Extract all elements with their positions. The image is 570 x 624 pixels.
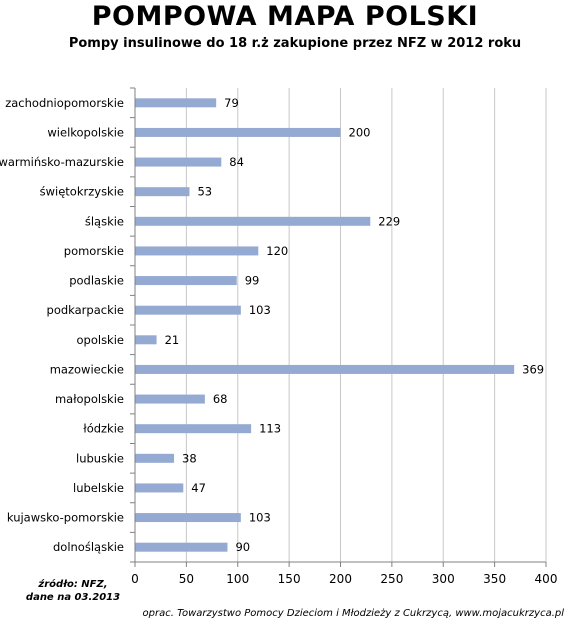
- category-label-15: dolnośląskie: [53, 540, 124, 554]
- axes: [130, 87, 547, 567]
- x-tick-label-350: 350: [483, 572, 506, 586]
- value-label-2: 84: [229, 155, 244, 169]
- value-label-15: 90: [235, 540, 250, 554]
- x-tick-label-400: 400: [535, 572, 558, 586]
- value-label-7: 103: [249, 303, 271, 317]
- bars: [135, 98, 515, 552]
- bar-7: [135, 305, 241, 315]
- category-label-0: zachodniopomorskie: [5, 96, 124, 110]
- bar-5: [135, 246, 259, 256]
- bar-14: [135, 513, 241, 523]
- value-label-14: 103: [249, 511, 271, 525]
- bar-1: [135, 127, 341, 137]
- x-tick-label-50: 50: [179, 572, 194, 586]
- value-label-8: 21: [165, 333, 180, 347]
- bar-13: [135, 483, 184, 493]
- source-line-2: dane na 03.2013: [25, 592, 121, 603]
- source-note: źródło: NFZ, dane na 03.2013: [18, 578, 128, 604]
- category-label-14: kujawsko-pomorskie: [7, 511, 124, 525]
- bar-11: [135, 424, 252, 434]
- category-label-10: małopolskie: [55, 392, 124, 406]
- bar-0: [135, 98, 217, 108]
- category-label-8: opolskie: [77, 333, 125, 347]
- value-label-11: 113: [259, 422, 281, 436]
- category-label-4: śląskie: [85, 214, 124, 228]
- bar-6: [135, 276, 237, 286]
- category-label-7: podkarpackie: [47, 303, 124, 317]
- bar-15: [135, 542, 228, 552]
- bar-12: [135, 453, 175, 463]
- value-label-13: 47: [191, 481, 206, 495]
- category-label-13: lubelskie: [73, 481, 124, 495]
- value-label-1: 200: [349, 125, 371, 139]
- value-label-6: 99: [245, 274, 260, 288]
- category-label-1: wielkopolskie: [47, 125, 124, 139]
- x-tick-label-100: 100: [226, 572, 249, 586]
- gridlines: [185, 88, 547, 562]
- category-label-12: lubuskie: [76, 451, 124, 465]
- chart-subtitle: Pompy insulinowe do 18 r.ż zakupione prz…: [68, 36, 522, 51]
- credit-note: oprac. Towarzystwo Pomocy Dzieciom i Mło…: [142, 608, 564, 619]
- x-tick-label-150: 150: [278, 572, 301, 586]
- category-label-3: świętokrzyskie: [40, 185, 124, 199]
- bar-2: [135, 157, 222, 167]
- chart-title: POMPOWA MAPA POLSKI: [91, 1, 479, 32]
- category-label-2: warmińsko-mazurskie: [0, 155, 124, 169]
- bar-3: [135, 187, 190, 197]
- bar-10: [135, 394, 205, 404]
- x-tick-label-0: 0: [131, 572, 139, 586]
- x-tick-label-300: 300: [432, 572, 455, 586]
- bar-9: [135, 364, 515, 374]
- bar-4: [135, 216, 371, 226]
- value-label-10: 68: [213, 392, 228, 406]
- bar-8: [135, 335, 157, 345]
- category-label-5: pomorskie: [64, 244, 124, 258]
- value-label-0: 79: [224, 96, 239, 110]
- category-label-6: podlaskie: [69, 274, 124, 288]
- value-label-5: 120: [266, 244, 288, 258]
- value-label-9: 369: [522, 362, 544, 376]
- labels: 0 50 100 150 200 250 300 350 400 zachodniopomorsk…: [0, 96, 557, 586]
- value-label-4: 229: [378, 214, 400, 228]
- category-label-9: mazowieckie: [50, 362, 124, 376]
- x-tick-label-200: 200: [329, 572, 352, 586]
- category-label-11: łódzkie: [83, 422, 124, 436]
- value-label-12: 38: [182, 451, 197, 465]
- source-line-1: źródło: NFZ,: [38, 579, 108, 590]
- value-label-3: 53: [197, 185, 212, 199]
- x-tick-label-250: 250: [380, 572, 403, 586]
